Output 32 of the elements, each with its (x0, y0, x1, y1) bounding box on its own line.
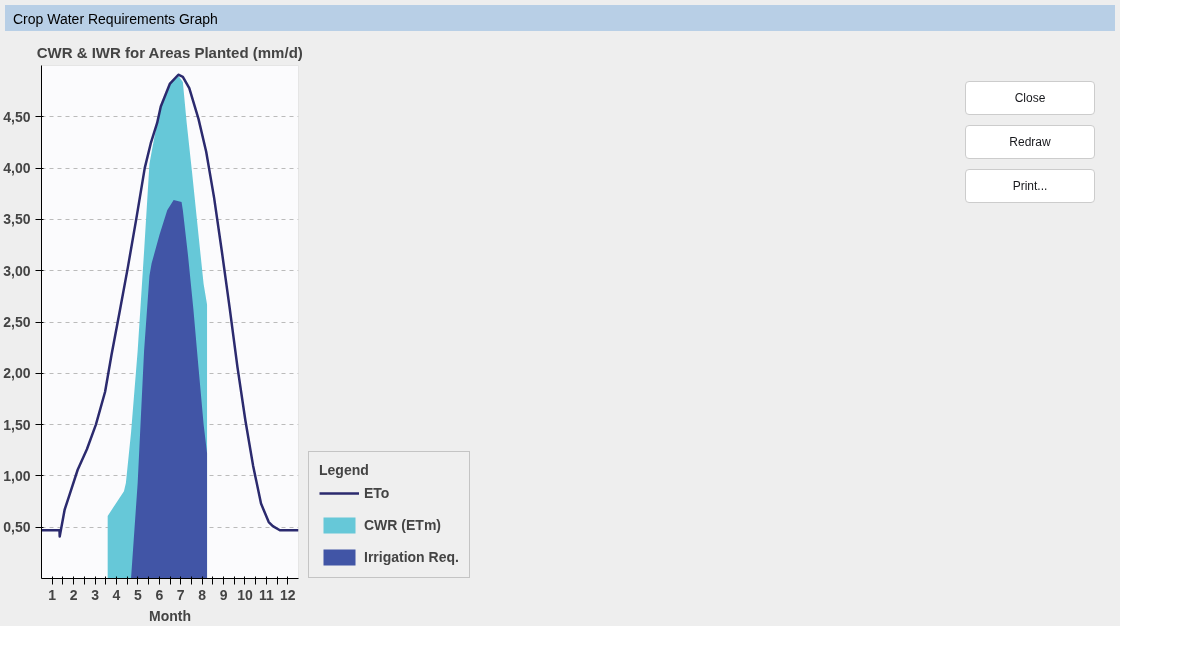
x-tick-label: 5 (133, 586, 142, 603)
y-tick-label: 1,00 (3, 467, 31, 484)
y-tick-label: 3,00 (3, 262, 31, 279)
x-tick-label: 6 (155, 586, 164, 603)
text: Redraw (965, 125, 1095, 159)
y-tick-label: 0,50 (3, 519, 31, 536)
y-tick-label: 2,00 (3, 365, 31, 382)
legend-title: Legend (319, 462, 370, 478)
x-tick-label: 11 (258, 586, 274, 603)
x-tick-label: 8 (198, 586, 207, 603)
x-tick-label: 4 (112, 586, 121, 603)
text: Crop Water Requirements Graph (13, 10, 218, 29)
y-tick-label: 4,50 (3, 108, 31, 125)
legend-label: ETo (364, 485, 390, 501)
text: Print... (965, 169, 1095, 203)
x-tick-label: 7 (176, 586, 185, 603)
legend-label: Irrigation Req. (364, 549, 459, 565)
x-tick-label: 2 (69, 586, 78, 603)
x-tick-label: 3 (91, 586, 100, 603)
x-tick-label: 1 (48, 586, 57, 603)
x-axis-title: Month (149, 607, 191, 624)
x-tick-label: 9 (219, 586, 228, 603)
legend-label: CWR (ETm) (364, 517, 441, 533)
y-tick-label: 1,50 (3, 416, 31, 433)
text: Close (965, 81, 1095, 115)
y-tick-label: 4,00 (3, 160, 31, 177)
chart-title: CWR & IWR for Areas Planted (mm/d) (36, 43, 303, 61)
x-tick-label: 10 (237, 586, 253, 603)
y-tick-label: 2,50 (3, 314, 31, 330)
x-tick-label: 12 (280, 586, 296, 603)
line-series (41, 73, 299, 538)
y-tick-label: 3,50 (3, 211, 31, 228)
